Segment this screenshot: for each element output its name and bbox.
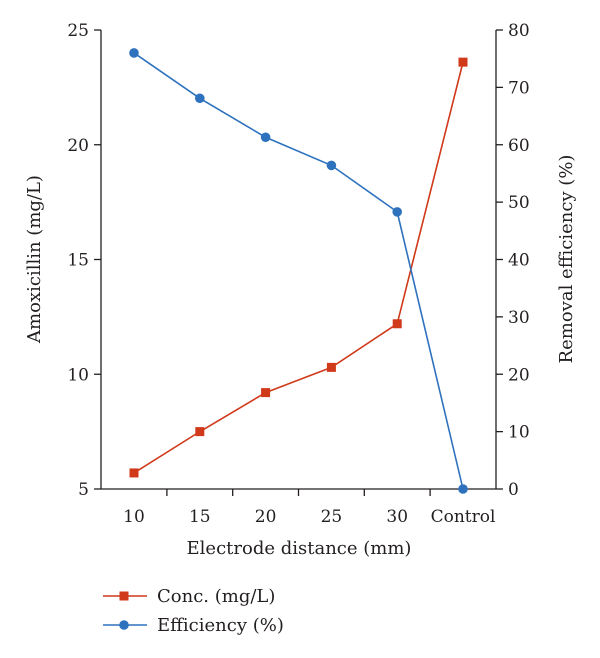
y-left-tick-label: 25 bbox=[67, 21, 89, 41]
y-right-tick-label: 40 bbox=[508, 251, 530, 271]
y-right-tick-label: 60 bbox=[508, 136, 530, 156]
y-left-tick-label: 20 bbox=[67, 136, 89, 156]
data-point-efficiency bbox=[129, 48, 139, 58]
series-efficiency bbox=[129, 48, 468, 494]
y-right-tick-label: 80 bbox=[508, 21, 530, 41]
legend-item-conc: Conc. (mg/L) bbox=[103, 586, 275, 607]
legend: Conc. (mg/L) Efficiency (%) bbox=[103, 586, 284, 636]
x-tick-label: 30 bbox=[386, 507, 408, 527]
data-point-conc bbox=[129, 468, 139, 478]
x-tick-label: 10 bbox=[123, 507, 145, 527]
y-left-tick-label: 5 bbox=[78, 480, 89, 500]
legend-label-efficiency: Efficiency (%) bbox=[157, 615, 284, 636]
series-line-efficiency bbox=[133, 52, 464, 490]
x-tick-label: Control bbox=[431, 507, 496, 527]
data-point-efficiency bbox=[260, 132, 271, 143]
y-axis-left-label: Amoxicillin (mg/L) bbox=[24, 175, 45, 344]
x-axis-label: Electrode distance (mm) bbox=[187, 538, 412, 559]
data-point-conc bbox=[261, 388, 271, 398]
data-point-conc bbox=[392, 319, 402, 329]
y-right-tick-label: 20 bbox=[508, 365, 530, 385]
series-layer bbox=[129, 48, 468, 494]
data-point-conc bbox=[458, 57, 468, 67]
y-right-tick-label: 0 bbox=[508, 480, 519, 500]
y-right-tick-label: 30 bbox=[508, 308, 530, 328]
y-axis-right-label: Removal efficiency (%) bbox=[556, 155, 577, 364]
data-point-conc bbox=[195, 427, 205, 437]
axes-layer: 5 10 15 20 25 0 10 20 30 40 50 60 70 80 10 15 20 25 30 Cont… bbox=[67, 21, 529, 527]
y-right-tick-label: 70 bbox=[508, 78, 530, 98]
series-line-conc bbox=[133, 61, 464, 474]
data-point-efficiency bbox=[195, 93, 205, 104]
data-point-efficiency bbox=[458, 484, 468, 494]
data-point-conc bbox=[326, 362, 336, 372]
x-tick-label: 20 bbox=[255, 507, 277, 527]
y-left-tick-label: 10 bbox=[67, 365, 89, 385]
y-right-tick-label: 10 bbox=[508, 423, 530, 443]
data-point-efficiency bbox=[326, 160, 337, 171]
legend-marker-conc bbox=[119, 591, 129, 601]
legend-label-conc: Conc. (mg/L) bbox=[157, 586, 275, 607]
x-tick-label: 25 bbox=[321, 507, 343, 527]
legend-marker-efficiency bbox=[119, 620, 129, 630]
data-point-efficiency bbox=[392, 207, 403, 217]
x-tick-label: 15 bbox=[189, 507, 211, 527]
legend-item-efficiency: Efficiency (%) bbox=[103, 615, 284, 636]
series-conc bbox=[129, 57, 468, 478]
y-right-tick-label: 50 bbox=[508, 193, 530, 213]
y-left-tick-label: 15 bbox=[67, 251, 89, 271]
